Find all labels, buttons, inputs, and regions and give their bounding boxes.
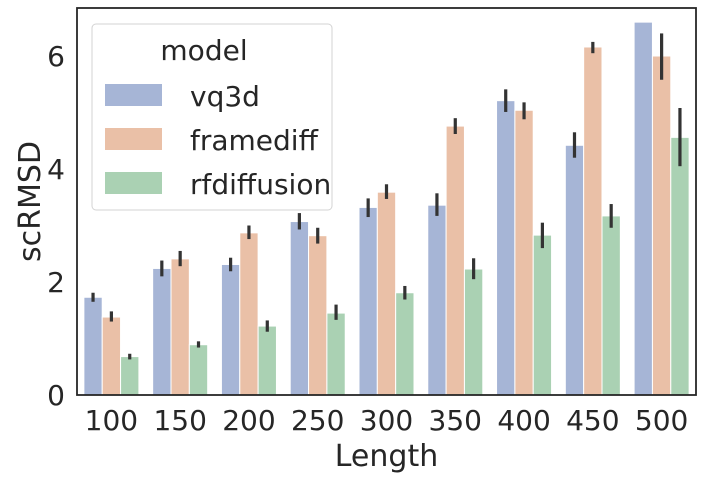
bar-framediff-500 — [651, 55, 672, 396]
x-tick-label: 400 — [497, 404, 550, 437]
bar-rfdiffusion-300 — [395, 292, 415, 396]
legend-items: vq3d framediff rfdiffusion — [105, 80, 331, 201]
bar-framediff-300 — [376, 191, 397, 396]
y-tick-label: 2 — [47, 266, 65, 299]
bar-rfdiffusion-200 — [257, 325, 277, 396]
y-tick-label: 6 — [47, 40, 65, 73]
x-tick-label: 300 — [360, 404, 413, 437]
bar-rfdiffusion-250 — [326, 312, 346, 396]
bar-rfdiffusion-450 — [601, 215, 621, 396]
bar-vq3d-150 — [152, 267, 172, 396]
x-tick-label: 350 — [429, 404, 482, 437]
x-tick-label: 200 — [222, 404, 275, 437]
bar-framediff-250 — [308, 235, 328, 396]
bar-vq3d-350 — [427, 204, 447, 396]
bar-vq3d-400 — [496, 100, 516, 396]
bar-vq3d-200 — [220, 263, 241, 396]
bars-layer — [83, 21, 690, 396]
bar-framediff-150 — [170, 258, 190, 396]
x-tick-label: 500 — [635, 404, 688, 437]
x-axis-label: Length — [335, 439, 438, 474]
bar-framediff-100 — [101, 316, 122, 396]
y-tick-label: 0 — [47, 379, 65, 412]
bar-rfdiffusion-400 — [532, 234, 553, 396]
bar-rfdiffusion-350 — [463, 268, 484, 396]
x-tick-label: 100 — [85, 404, 138, 437]
bar-vq3d-250 — [289, 221, 310, 396]
legend-swatch-framediff — [105, 128, 162, 150]
legend-title: model — [160, 34, 247, 67]
legend-swatch-rfdiffusion — [105, 172, 162, 194]
y-tick-label: 4 — [47, 153, 65, 186]
legend-swatch-vq3d — [105, 84, 162, 106]
x-tick-label: 250 — [291, 404, 344, 437]
y-axis-label: scRMSD — [13, 141, 48, 262]
plot-frame — [76, 7, 697, 396]
legend-frame — [91, 23, 333, 211]
bar-vq3d-450 — [564, 144, 585, 396]
bar-rfdiffusion-100 — [120, 356, 140, 396]
bar-framediff-350 — [445, 125, 465, 396]
legend-label-vq3d: vq3d — [190, 80, 260, 113]
x-tick-label: 450 — [566, 404, 619, 437]
bar-rfdiffusion-500 — [670, 136, 690, 396]
bar-framediff-200 — [239, 232, 259, 396]
bar-framediff-400 — [514, 109, 534, 396]
bar-vq3d-100 — [83, 296, 103, 396]
bar-framediff-450 — [583, 46, 603, 396]
bar-vq3d-300 — [358, 206, 378, 396]
legend: model vq3d framediff rfdiffusion — [91, 23, 333, 211]
bar-vq3d-500 — [633, 21, 653, 396]
y-axis-ticks: 0 2 4 6 — [47, 40, 65, 412]
error-bars-layer — [91, 33, 682, 360]
bar-rfdiffusion-150 — [188, 344, 209, 396]
x-tick-label: 150 — [153, 404, 206, 437]
legend-label-rfdiffusion: rfdiffusion — [190, 168, 331, 201]
x-axis-ticks: 100 150 200 250 300 350 400 450 500 — [85, 404, 689, 437]
legend-label-framediff: framediff — [190, 124, 319, 157]
